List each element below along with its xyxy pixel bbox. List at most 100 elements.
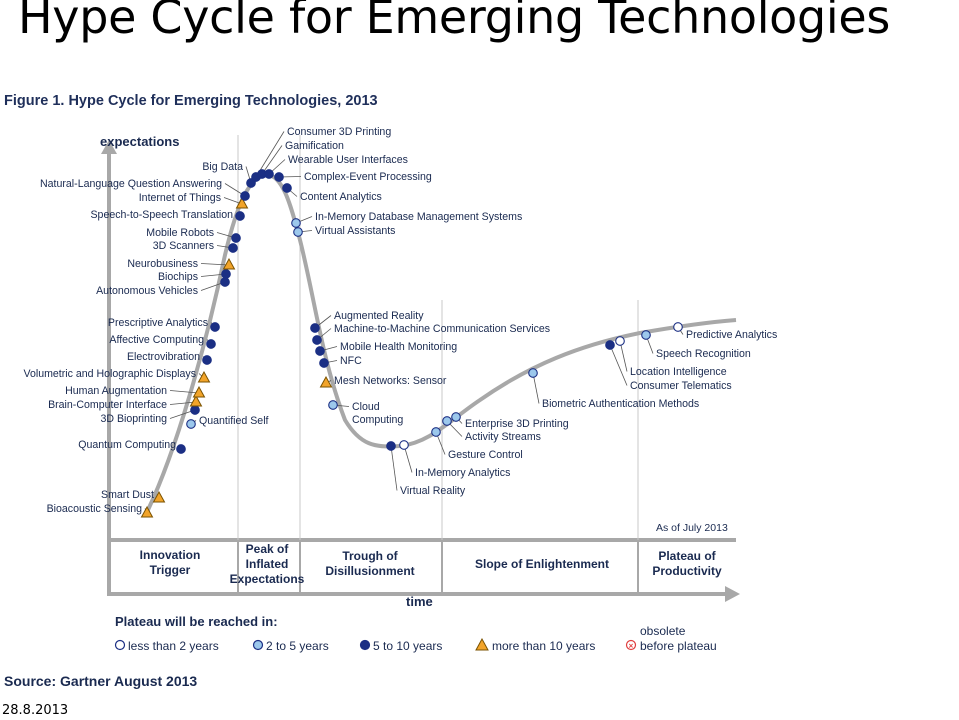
- biochips-label: Biochips: [158, 271, 198, 283]
- legend-2to5-icon: [252, 639, 264, 651]
- bioacoustic-sensing-marker: [140, 505, 154, 518]
- gesture-control-label: Gesture Control: [448, 449, 523, 461]
- cloud-computing-label: Cloud Computing: [352, 401, 403, 426]
- mobile-health-monitoring-label: Mobile Health Monitoring: [340, 341, 457, 353]
- brain-computer-interface-label: Brain-Computer Interface: [48, 399, 167, 411]
- gamification-leader: [261, 145, 283, 175]
- legend-lt2-label: less than 2 years: [128, 639, 219, 653]
- phase-plateau: Plateau of Productivity: [652, 549, 722, 578]
- legend-gt10-icon: [475, 637, 489, 651]
- speech-to-speech-translation-label: Speech-to-Speech Translation: [90, 209, 233, 221]
- internet-of-things-label: Internet of Things: [139, 192, 221, 204]
- content-analytics-marker: [282, 183, 292, 193]
- neurobusiness-label: Neurobusiness: [127, 258, 198, 270]
- axes: [101, 135, 740, 602]
- biometric-authentication-methods-label: Biometric Authentication Methods: [542, 398, 699, 410]
- in-memory-database-management-systems-label: In-Memory Database Management Systems: [315, 211, 522, 223]
- legend-obsolete-icon: [625, 639, 637, 651]
- virtual-reality-leader: [390, 445, 398, 491]
- machine-to-machine-communication-services-marker: [312, 335, 322, 345]
- x-axis-arrow: [725, 586, 740, 602]
- bioacoustic-sensing-label: Bioacoustic Sensing: [47, 503, 143, 515]
- electrovibration-marker: [202, 355, 212, 365]
- quantum-computing-marker: [176, 444, 186, 454]
- autonomous-vehicles-marker: [220, 277, 230, 287]
- legend-obsolete-x: ×: [629, 642, 634, 651]
- prescriptive-analytics-marker: [210, 322, 220, 332]
- location-intelligence-leader: [619, 340, 628, 372]
- wearable-user-interfaces-marker: [264, 169, 274, 179]
- quantified-self-label: Quantified Self: [199, 415, 269, 427]
- nfc-label: NFC: [340, 355, 362, 367]
- technology-markers: [140, 169, 683, 518]
- phase-labels: Innovation Trigger Peak of Inflated Expecta…: [140, 542, 722, 586]
- slide-date: 28.8.2013: [2, 703, 69, 718]
- autonomous-vehicles-label: Autonomous Vehicles: [96, 285, 198, 297]
- activity-streams-marker: [442, 416, 452, 426]
- x-axis-label: time: [406, 594, 433, 609]
- legend-obsolete-label-1: obsolete: [640, 624, 686, 638]
- speech-recognition-marker: [641, 330, 651, 340]
- hype-curve: [144, 172, 737, 515]
- nfc-marker: [319, 358, 329, 368]
- legend-lt2-icon: [114, 639, 126, 651]
- augmented-reality-marker: [310, 323, 320, 333]
- quantified-self-marker: [186, 419, 196, 429]
- complex-event-processing-label: Complex-Event Processing: [304, 171, 432, 183]
- slide-title: Hype Cycle for Emerging Technologies: [18, 0, 891, 44]
- enterprise-3d-printing-label: Enterprise 3D Printing: [465, 418, 569, 430]
- consumer-telematics-marker: [605, 340, 615, 350]
- activity-streams-label: Activity Streams: [465, 431, 541, 443]
- consumer-telematics-label: Consumer Telematics: [630, 380, 732, 392]
- virtual-assistants-label: Virtual Assistants: [315, 225, 395, 237]
- mobile-robots-marker: [231, 233, 241, 243]
- predictive-analytics-label: Predictive Analytics: [686, 329, 777, 341]
- in-memory-database-management-systems-marker: [291, 218, 301, 228]
- natural-language-question-answering-label: Natural-Language Question Answering: [40, 178, 222, 190]
- cloud-computing-marker: [328, 400, 338, 410]
- neurobusiness-marker: [222, 257, 236, 270]
- smart-dust-marker: [152, 490, 166, 503]
- complex-event-processing-marker: [274, 172, 284, 182]
- phase-peak: Peak of Inflated Expectations: [230, 542, 305, 586]
- mobile-robots-label: Mobile Robots: [146, 227, 214, 239]
- legend: Plateau will be reached in: less than 2 …: [114, 614, 717, 653]
- gamification-label: Gamification: [285, 140, 344, 152]
- mesh-networks-sensor-marker: [319, 375, 333, 388]
- natural-language-question-answering-marker: [240, 191, 250, 201]
- biochips-marker: [221, 269, 231, 279]
- content-analytics-label: Content Analytics: [300, 191, 382, 203]
- prescriptive-analytics-label: Prescriptive Analytics: [108, 317, 208, 329]
- brain-computer-interface-leader: [169, 401, 197, 405]
- volumetric-and-holographic-displays-label: Volumetric and Holographic Displays: [23, 368, 196, 380]
- 3d-scanners-marker: [228, 243, 238, 253]
- legend-5to10-icon: [359, 639, 371, 651]
- affective-computing-label: Affective Computing: [109, 334, 204, 346]
- speech-to-speech-translation-marker: [235, 211, 245, 221]
- 3d-bioprinting-label: 3D Bioprinting: [100, 413, 167, 425]
- augmented-reality-label: Augmented Reality: [334, 310, 424, 322]
- consumer-3d-printing-label: Consumer 3D Printing: [287, 126, 391, 138]
- quantum-computing-label: Quantum Computing: [78, 439, 176, 451]
- 3d-scanners-label: 3D Scanners: [153, 240, 214, 252]
- virtual-assistants-marker: [293, 227, 303, 237]
- legend-5to10-label: 5 to 10 years: [373, 639, 442, 653]
- as-of-note: As of July 2013: [656, 522, 728, 534]
- y-axis-label: expectations: [100, 134, 179, 149]
- legend-gt10-label: more than 10 years: [492, 639, 595, 653]
- virtual-reality-marker: [386, 441, 396, 451]
- mobile-health-monitoring-marker: [315, 346, 325, 356]
- in-memory-analytics-label: In-Memory Analytics: [415, 467, 510, 479]
- human-augmentation-marker: [192, 385, 206, 398]
- phase-slope: Slope of Enlightenment: [475, 557, 609, 571]
- biometric-authentication-methods-leader: [532, 372, 540, 404]
- technology-labels: Bioacoustic Sensing Smart Dust Quantum Com…: [23, 126, 777, 515]
- legend-obsolete-label-2: before plateau: [640, 639, 717, 653]
- phase-trough: Trough of Disillusionment: [325, 549, 414, 578]
- figure-title: Figure 1. Hype Cycle for Emerging Techno…: [4, 93, 378, 109]
- phase-innovation-trigger: Innovation Trigger: [140, 548, 201, 577]
- internet-of-things-marker: [235, 196, 249, 209]
- location-intelligence-marker: [615, 336, 625, 346]
- affective-computing-marker: [206, 339, 216, 349]
